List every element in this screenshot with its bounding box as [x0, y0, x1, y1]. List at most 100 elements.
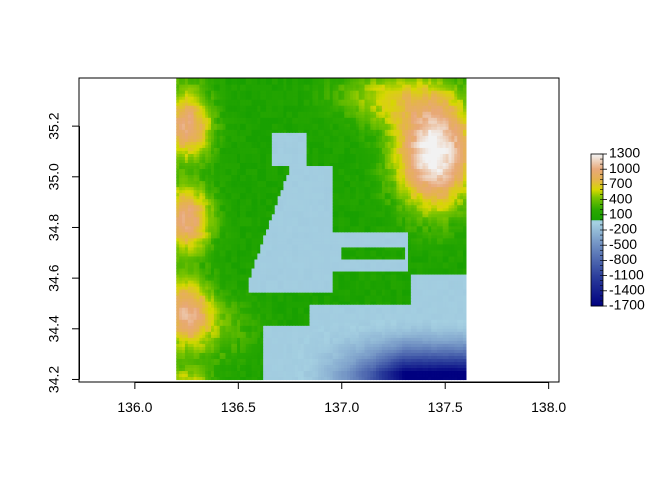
- raster-cell: [407, 261, 412, 266]
- raster-cell: [373, 307, 377, 311]
- raster-cell: [295, 246, 299, 251]
- raster-cell: [442, 237, 447, 242]
- raster-cell: [254, 373, 258, 378]
- raster-cell: [257, 367, 261, 372]
- raster-cell: [428, 373, 432, 378]
- raster-cell: [350, 343, 354, 347]
- raster-cell: [274, 255, 279, 260]
- raster-cell: [396, 358, 400, 362]
- raster-cell: [208, 352, 212, 356]
- raster-cell: [277, 349, 282, 353]
- raster-cell: [341, 331, 345, 335]
- raster-cell: [242, 240, 247, 245]
- raster-cell: [208, 334, 212, 338]
- raster-cell: [263, 243, 267, 248]
- raster-cell: [407, 231, 412, 236]
- raster-cell: [323, 373, 328, 378]
- raster-cell: [251, 286, 256, 290]
- raster-cell: [289, 249, 293, 254]
- raster-cell: [245, 370, 250, 375]
- raster-cell: [222, 292, 227, 296]
- raster-cell: [176, 325, 180, 329]
- raster-cell: [184, 231, 189, 236]
- raster-cell: [329, 337, 334, 341]
- raster-cell: [292, 258, 296, 263]
- raster-cell: [231, 313, 235, 317]
- raster-cell: [231, 243, 235, 248]
- raster-cell: [219, 231, 224, 236]
- raster-cell: [222, 307, 227, 311]
- raster-cell: [219, 243, 224, 248]
- raster-cell: [303, 370, 308, 375]
- raster-cell: [289, 337, 293, 341]
- raster-cell: [445, 355, 450, 359]
- raster-cell: [211, 328, 215, 332]
- raster-cell: [376, 316, 380, 320]
- raster-cell: [355, 349, 360, 353]
- raster-cell: [306, 328, 311, 332]
- raster-cell: [228, 373, 232, 378]
- raster-cell: [199, 237, 203, 242]
- raster-cell: [364, 273, 369, 278]
- raster-cell: [251, 267, 256, 272]
- raster-cell: [277, 279, 282, 284]
- raster-cell: [312, 319, 316, 323]
- raster-cell: [239, 376, 244, 381]
- raster-cell: [373, 258, 377, 263]
- raster-cell: [460, 240, 464, 245]
- raster-cell: [309, 331, 313, 335]
- raster-cell: [367, 276, 371, 281]
- raster-cell: [274, 240, 279, 245]
- raster-cell: [373, 270, 377, 275]
- raster-cell: [309, 322, 313, 326]
- raster-cell: [439, 319, 444, 323]
- raster-cell: [193, 349, 198, 353]
- raster-cell: [312, 304, 316, 308]
- raster-cell: [341, 273, 345, 278]
- raster-cell: [208, 322, 212, 326]
- raster-cell: [323, 295, 328, 299]
- raster-cell: [280, 343, 285, 347]
- raster-cell: [352, 276, 357, 281]
- raster-cell: [266, 292, 270, 296]
- raster-cell: [347, 310, 351, 314]
- raster-cell: [234, 243, 238, 248]
- raster-cell: [268, 358, 273, 362]
- raster-cell: [361, 331, 366, 335]
- raster-cell: [373, 310, 377, 314]
- raster-cell: [211, 346, 215, 350]
- raster-cell: [439, 261, 444, 266]
- raster-cell: [448, 298, 453, 302]
- raster-cell: [271, 361, 276, 365]
- raster-cell: [225, 289, 229, 293]
- raster-cell: [410, 352, 415, 356]
- raster-cell: [454, 343, 458, 347]
- raster-cell: [271, 370, 276, 375]
- raster-cell: [179, 273, 183, 278]
- raster-cell: [237, 270, 241, 275]
- raster-cell: [341, 340, 345, 344]
- raster-cell: [213, 258, 218, 263]
- raster-cell: [381, 334, 386, 338]
- raster-cell: [344, 310, 348, 314]
- raster-cell: [442, 243, 447, 248]
- raster-cell: [242, 310, 247, 314]
- raster-cell: [416, 373, 421, 378]
- raster-cell: [332, 264, 337, 269]
- raster-cell: [373, 316, 377, 320]
- raster-cell: [306, 273, 311, 278]
- raster-cell: [329, 349, 334, 353]
- raster-cell: [332, 358, 337, 362]
- raster-cell: [367, 364, 371, 368]
- raster-cell: [425, 322, 429, 326]
- raster-cell: [344, 231, 348, 236]
- raster-cell: [445, 319, 450, 323]
- raster-cell: [237, 328, 241, 332]
- raster-cell: [306, 234, 311, 239]
- raster-cell: [306, 313, 311, 317]
- raster-cell: [289, 340, 293, 344]
- raster-cell: [347, 289, 351, 293]
- raster-cell: [347, 349, 351, 353]
- raster-cell: [407, 252, 412, 257]
- raster-cell: [338, 289, 342, 293]
